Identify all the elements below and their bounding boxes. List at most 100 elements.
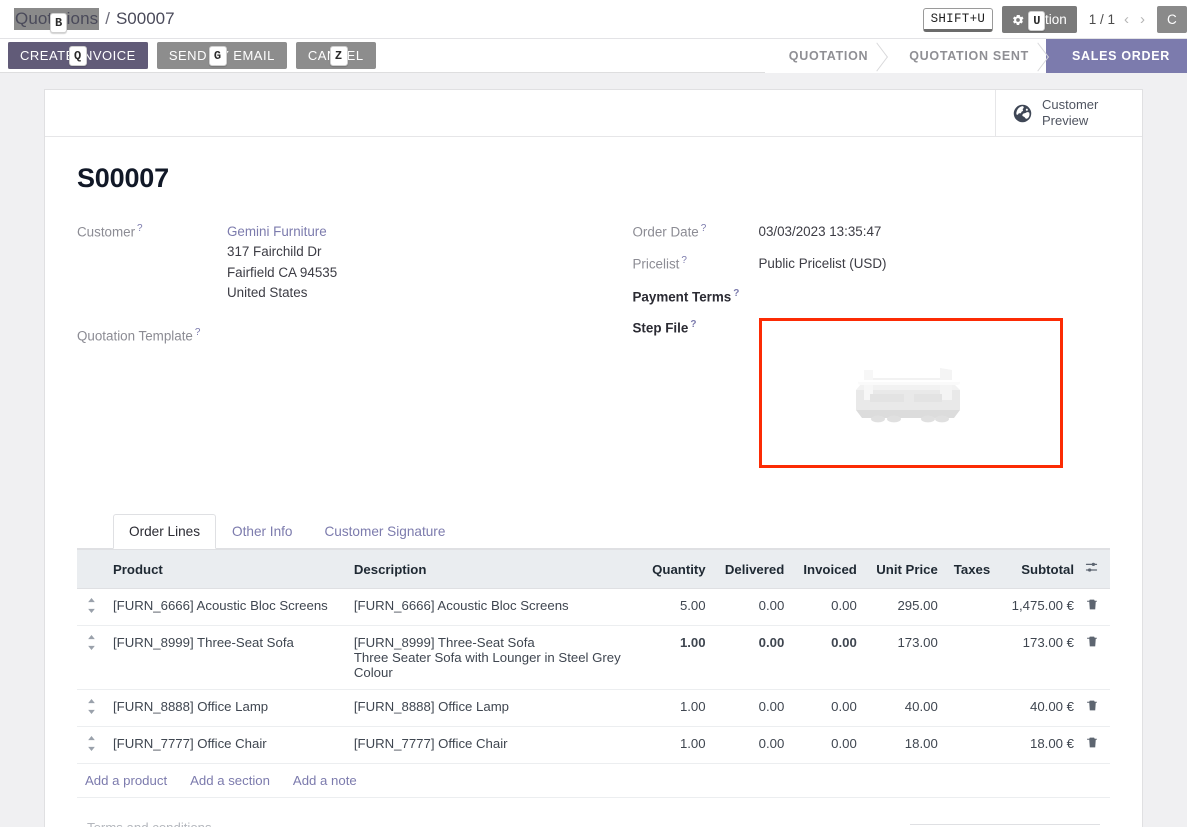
create-invoice-button[interactable]: CREATE INVOICE Q	[8, 42, 148, 69]
key-hint-create-invoice: Q	[69, 46, 87, 66]
cell-product[interactable]: [FURN_8888] Office Lamp	[105, 689, 346, 728]
cell-unit-price[interactable]: 173.00	[864, 625, 946, 691]
cell-quantity[interactable]: 1.00	[641, 689, 714, 728]
action-menu-button[interactable]: Action U	[1002, 6, 1077, 33]
tab-order-lines[interactable]: Order Lines	[113, 514, 217, 550]
help-icon-order-date[interactable]: ?	[700, 223, 707, 234]
header-subtotal[interactable]: Subtotal	[1000, 549, 1074, 590]
cell-invoiced[interactable]: 0.00	[792, 588, 865, 627]
cell-delivered[interactable]: 0.00	[713, 689, 793, 728]
status-pipeline: QUOTATION QUOTATION SENT SALES ORDER	[764, 39, 1187, 73]
cutoff-button[interactable]: C	[1157, 6, 1187, 33]
tab-customer-signature-label: Customer Signature	[324, 524, 446, 540]
terms-and-conditions-input[interactable]: Terms and conditions...	[87, 820, 223, 827]
cell-taxes[interactable]	[945, 625, 1001, 691]
field-order-date-label: Order Date?	[633, 222, 759, 242]
send-by-email-button[interactable]: SEND BY EMAIL G	[156, 42, 287, 69]
cell-unit-price[interactable]: 40.00	[864, 689, 946, 728]
help-icon-pricelist[interactable]: ?	[681, 255, 687, 267]
header-invoiced[interactable]: Invoiced	[792, 549, 865, 590]
cell-taxes[interactable]	[945, 588, 1001, 627]
header-quantity[interactable]: Quantity	[641, 549, 714, 590]
tab-customer-signature[interactable]: Customer Signature	[308, 514, 461, 549]
table-row[interactable]: [FURN_7777] Office Chair [FURN_7777] Off…	[77, 726, 1110, 765]
help-icon-quotation-template[interactable]: ?	[194, 326, 201, 338]
cell-description[interactable]: [FURN_7777] Office Chair	[345, 726, 642, 765]
customer-preview-button[interactable]: Customer Preview	[995, 90, 1142, 136]
drag-handle-icon[interactable]	[77, 588, 105, 627]
field-customer-value[interactable]: Gemini Furniture 317 Fairchild Dr Fairfi…	[227, 222, 337, 304]
customer-link[interactable]: Gemini Furniture	[227, 224, 327, 239]
cell-delivered[interactable]: 0.00	[713, 625, 793, 691]
customer-address-line-1: 317 Fairchild Dr	[227, 244, 322, 260]
chevron-left-icon[interactable]: ‹	[1124, 11, 1129, 28]
field-payment-terms-label-text: Payment Terms	[632, 289, 732, 305]
cell-description[interactable]: [FURN_8999] Three-Seat Sofa Three Seater…	[345, 625, 642, 691]
key-hint-send-email: G	[208, 46, 227, 66]
add-a-section-link[interactable]: Add a section	[190, 773, 270, 789]
trash-icon[interactable]	[1074, 588, 1110, 627]
status-stage-sales-order[interactable]: SALES ORDER	[1046, 39, 1187, 73]
header-unit-price[interactable]: Unit Price	[864, 549, 946, 590]
add-links-cell: Add a product Add a section Add a note	[77, 763, 1110, 799]
customer-address-line-2: Fairfield CA 94535	[227, 264, 338, 280]
cell-quantity[interactable]: 1.00	[641, 625, 714, 691]
cell-unit-price[interactable]: 18.00	[864, 726, 946, 765]
cancel-button[interactable]: CANCEL Z	[295, 42, 376, 69]
form-column-right: Order Date? 03/03/2023 13:35:47 Pricelis…	[594, 222, 1111, 476]
trash-icon[interactable]	[1074, 689, 1110, 728]
status-stage-quotation[interactable]: QUOTATION	[764, 39, 886, 73]
field-quotation-template: Quotation Template?	[77, 326, 594, 343]
help-icon-step-file[interactable]: ?	[690, 319, 697, 331]
header-product[interactable]: Product	[105, 549, 346, 590]
add-a-note-link[interactable]: Add a note	[292, 773, 357, 789]
cell-taxes[interactable]	[945, 726, 1001, 765]
chevron-right-icon[interactable]: ›	[1140, 11, 1145, 28]
field-pricelist-value[interactable]: Public Pricelist (USD)	[758, 256, 887, 272]
cell-description[interactable]: [FURN_8888] Office Lamp	[345, 689, 642, 728]
step-file-3d-viewer[interactable]	[758, 318, 1063, 469]
cell-invoiced[interactable]: 0.00	[792, 625, 865, 691]
breadcrumb-parent-quotations[interactable]: Quotations B	[14, 8, 100, 33]
table-header-row: Product Description Quantity Delivered I…	[77, 549, 1110, 590]
drag-handle-icon[interactable]	[77, 625, 105, 691]
cell-delivered[interactable]: 0.00	[713, 726, 793, 765]
trash-icon[interactable]	[1074, 625, 1110, 691]
table-row[interactable]: [FURN_8888] Office Lamp [FURN_8888] Offi…	[77, 689, 1110, 728]
help-icon-customer[interactable]: ?	[137, 223, 143, 234]
cell-quantity[interactable]: 1.00	[641, 726, 714, 765]
header-description[interactable]: Description	[345, 549, 642, 590]
add-a-product-link[interactable]: Add a product	[85, 773, 168, 789]
header-taxes[interactable]: Taxes	[945, 549, 1001, 590]
tab-other-info[interactable]: Other Info	[216, 514, 308, 549]
page-title: S00007	[77, 163, 169, 193]
order-lines-header: Product Description Quantity Delivered I…	[77, 549, 1110, 590]
field-order-date-value[interactable]: 03/03/2023 13:35:47	[758, 224, 882, 239]
table-row[interactable]: [FURN_8999] Three-Seat Sofa [FURN_8999] …	[77, 625, 1110, 691]
cell-product[interactable]: [FURN_8999] Three-Seat Sofa	[105, 625, 346, 691]
cell-invoiced[interactable]: 0.00	[792, 726, 865, 765]
cell-delivered[interactable]: 0.00	[713, 588, 793, 627]
field-customer-label: Customer?	[77, 222, 227, 304]
trash-icon[interactable]	[1074, 726, 1110, 765]
drag-handle-icon[interactable]	[77, 726, 105, 765]
cell-taxes[interactable]	[945, 689, 1001, 728]
description-line: [FURN_7777] Office Chair	[353, 736, 508, 752]
drag-handle-icon[interactable]	[77, 689, 105, 728]
column-options-icon[interactable]	[1074, 549, 1110, 590]
description-line: [FURN_6666] Acoustic Bloc Screens	[353, 598, 569, 614]
cell-invoiced[interactable]: 0.00	[792, 689, 865, 728]
status-stage-quotation-sent[interactable]: QUOTATION SENT	[885, 39, 1046, 73]
table-row[interactable]: [FURN_6666] Acoustic Bloc Screens [FURN_…	[77, 588, 1110, 627]
topbar-right-controls: SHIFT+U Action U 1 / 1 ‹ › C	[922, 0, 1187, 39]
field-pricelist: Pricelist? Public Pricelist (USD)	[633, 254, 1111, 274]
cell-product[interactable]: [FURN_6666] Acoustic Bloc Screens	[105, 588, 346, 627]
cell-description[interactable]: [FURN_6666] Acoustic Bloc Screens	[345, 588, 642, 627]
cell-product[interactable]: [FURN_7777] Office Chair	[105, 726, 346, 765]
cell-unit-price[interactable]: 295.00	[864, 588, 946, 627]
help-icon-payment-terms[interactable]: ?	[733, 287, 740, 299]
cell-quantity[interactable]: 5.00	[641, 588, 714, 627]
field-quotation-template-label: Quotation Template?	[77, 326, 227, 343]
header-delivered[interactable]: Delivered	[713, 549, 793, 590]
order-footer: Terms and conditions... Total: 1,706.00 …	[77, 798, 1110, 827]
